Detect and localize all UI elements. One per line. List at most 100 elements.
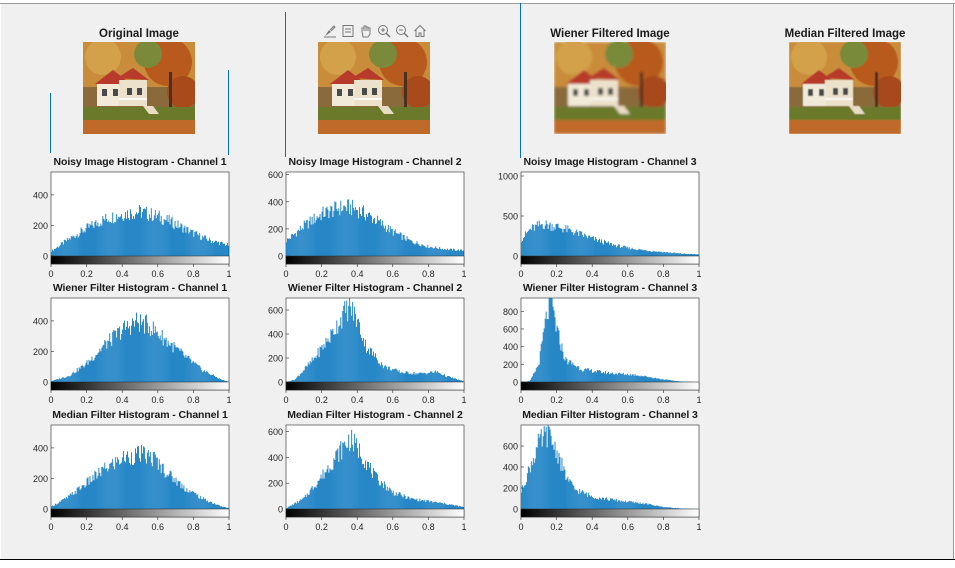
histogram-bar [441, 374, 443, 382]
histogram-bar [603, 244, 604, 256]
histogram-bar [350, 447, 352, 509]
histogram-bar [335, 202, 337, 256]
histogram-bar [169, 346, 171, 382]
histogram-bar [456, 378, 457, 382]
histogram-bar [323, 217, 325, 256]
histogram-bar [403, 494, 405, 509]
histogram-bar [184, 225, 186, 256]
histogram-bar [540, 429, 542, 509]
histogram-bar [641, 376, 643, 382]
histogram-bar [391, 368, 393, 382]
histogram-bar [158, 210, 160, 256]
histogram-bar [51, 380, 53, 382]
plot-title: Wiener Filter Histogram - Channel 1 [52, 282, 228, 294]
histogram-bar [303, 497, 305, 509]
histogram-bar [344, 441, 346, 509]
histogram-bar [311, 217, 313, 256]
histogram-bar [392, 235, 394, 256]
histogram-bar [151, 466, 153, 509]
histogram-bar [365, 339, 366, 382]
histogram-bar [168, 344, 170, 382]
histogram-bar [586, 492, 588, 509]
histogram-bar [622, 245, 624, 256]
histogram-bar [300, 229, 302, 256]
histogram-bar [655, 505, 657, 509]
histogram-bar [458, 506, 459, 509]
histogram-bar [424, 373, 426, 382]
data-tips-icon[interactable] [340, 22, 356, 40]
histogram-bar [529, 472, 531, 509]
histogram-bar [675, 253, 677, 256]
histogram-bar [582, 371, 584, 382]
histogram-bar [166, 214, 168, 256]
histogram-bar [675, 507, 677, 509]
histogram-bar [402, 497, 404, 509]
histogram-bar [333, 210, 335, 256]
zoom-in-icon[interactable] [376, 22, 392, 40]
histogram-bar [557, 463, 559, 509]
histogram-bar [51, 381, 52, 382]
histogram-bar [374, 356, 375, 382]
histogram-bar [440, 502, 442, 509]
histogram-bar [623, 374, 625, 382]
histogram-bar [147, 220, 149, 256]
histogram-bar [424, 499, 426, 509]
histogram-bar [136, 312, 137, 382]
histogram-bar [223, 506, 224, 509]
histogram-bar [537, 365, 539, 382]
histogram-bar [192, 229, 194, 256]
histogram-bar [528, 467, 530, 509]
histogram-bar [59, 501, 61, 509]
histogram-bar [532, 458, 534, 509]
histogram-bar [75, 372, 77, 382]
histogram-bar [621, 247, 623, 256]
histogram-bar [635, 375, 637, 382]
histogram-bar [305, 496, 307, 509]
histogram-bar [141, 453, 143, 509]
histogram-bar [94, 470, 96, 509]
x-tick-label: 1 [226, 522, 231, 532]
histogram-bar [522, 238, 524, 256]
histogram-bar [156, 331, 158, 382]
grayscale-colorbar [50, 381, 230, 391]
histogram-bar [583, 491, 585, 509]
x-tick-label: 0 [518, 269, 523, 279]
histogram-bar [227, 243, 228, 256]
histogram-bar [643, 376, 645, 382]
histogram-bar [589, 235, 591, 256]
histogram-bar [381, 364, 383, 382]
home-icon[interactable] [412, 22, 428, 40]
histogram-bar [87, 223, 89, 256]
histogram-bar [122, 218, 124, 256]
histogram-bar [81, 229, 83, 256]
histogram-bar [299, 499, 301, 509]
pan-hand-icon[interactable] [358, 22, 374, 40]
histogram-bar [663, 379, 665, 382]
histogram-bar [407, 239, 409, 256]
brush-icon[interactable] [322, 22, 338, 40]
histogram-bar [159, 464, 161, 509]
histogram-bar [373, 468, 374, 509]
histogram-bar [627, 248, 629, 256]
histogram-bar [643, 250, 645, 256]
histogram-bar [167, 221, 169, 256]
histogram-bar [295, 236, 297, 256]
histogram-bar [628, 375, 630, 382]
histogram-bar [200, 367, 202, 382]
histogram-bar [539, 224, 541, 256]
histogram-bar [427, 244, 429, 256]
x-tick-label: 1 [461, 522, 466, 532]
histogram-bar [113, 223, 115, 256]
y-tick-label: 0 [513, 378, 518, 388]
histogram-bar [548, 224, 550, 256]
histogram-bar [596, 238, 597, 256]
histogram-bar [523, 237, 525, 256]
histogram-bar [649, 377, 651, 382]
histogram-bar [381, 220, 383, 256]
histogram-bar [431, 247, 433, 256]
zoom-out-icon[interactable] [394, 22, 410, 40]
histogram-bar [604, 373, 605, 382]
histogram-bar [111, 345, 113, 382]
histogram-bar [344, 205, 346, 256]
histogram-bar [422, 373, 424, 382]
